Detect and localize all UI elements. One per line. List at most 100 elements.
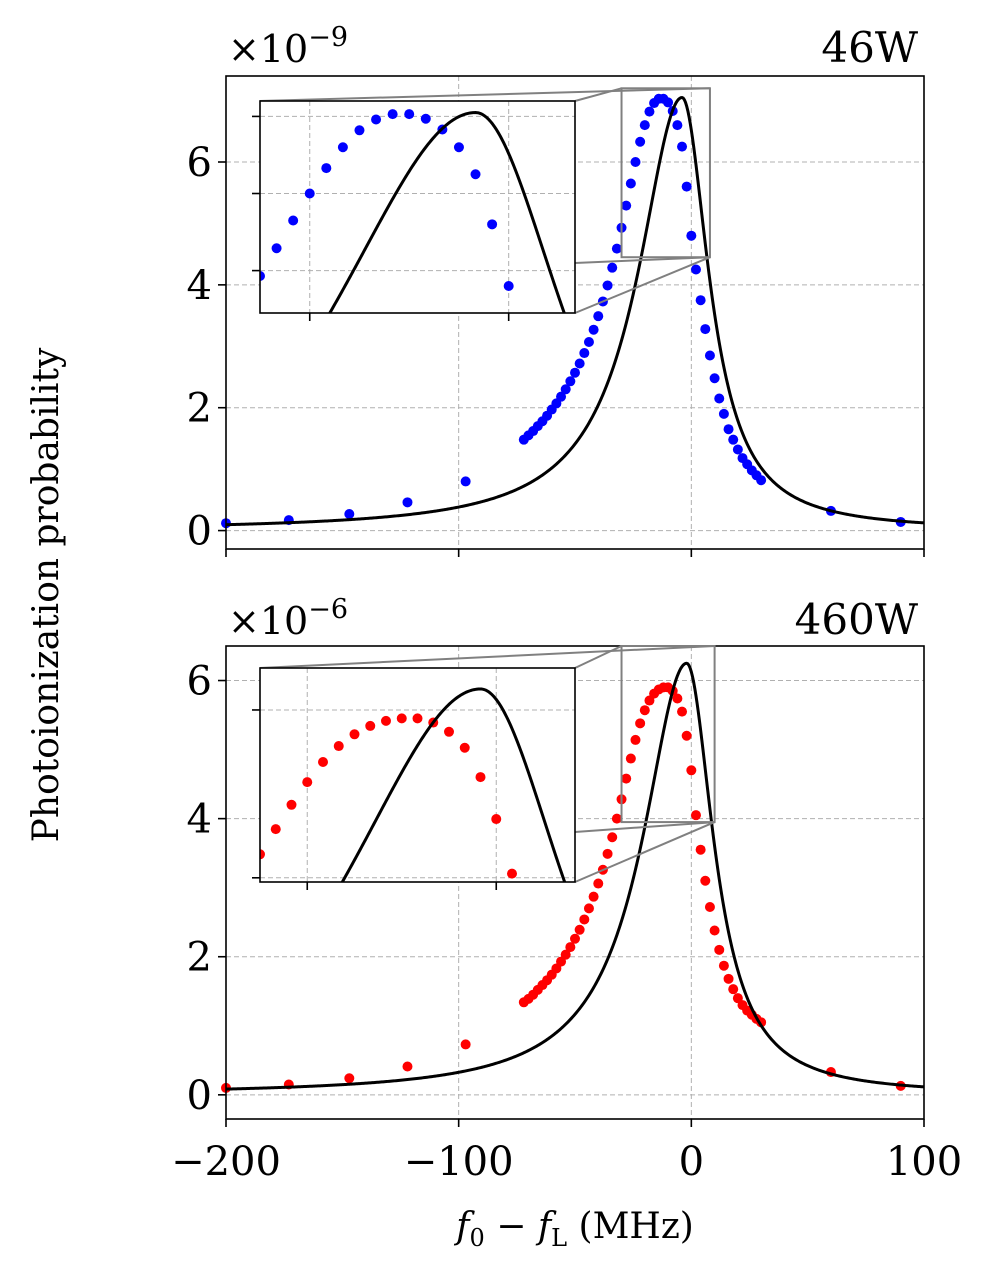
data-point [460, 476, 471, 487]
zoom-connector [574, 87, 622, 102]
inset-plot [260, 668, 575, 882]
panel-title-46w: 46W [821, 23, 918, 72]
data-point [681, 181, 692, 192]
inset-data-point [453, 142, 464, 153]
data-point [714, 393, 725, 404]
data-point [565, 942, 576, 953]
data-point [570, 367, 580, 378]
inset-fit-curve [328, 111, 566, 313]
data-point [560, 949, 571, 960]
inset-data-point [349, 729, 360, 740]
data-point [583, 336, 594, 347]
inset-data-point [304, 188, 315, 199]
inset-data-point [260, 270, 265, 281]
y-tick-label: 0 [187, 509, 212, 555]
inset-frame [259, 100, 576, 314]
data-point [704, 350, 715, 361]
inset-data-point [288, 215, 299, 226]
fit-curve [225, 661, 925, 1091]
data-point [565, 376, 576, 387]
data-point [635, 718, 646, 729]
data-point [695, 295, 706, 306]
zoom-connector [259, 87, 710, 102]
data-point [690, 810, 701, 821]
inset-data-point [371, 114, 382, 125]
inset-data-point [381, 715, 391, 726]
data-point [718, 408, 729, 419]
inset-data-point [337, 142, 348, 153]
data-point [602, 848, 613, 859]
inset-frame [259, 667, 576, 883]
inset-background [260, 668, 575, 882]
x-axis-title: f0 − fL (MHz) [453, 1206, 694, 1252]
data-point [700, 875, 711, 886]
inset-data-point [286, 799, 297, 810]
zoom-region [620, 645, 716, 824]
data-point [607, 832, 618, 843]
y-tick-label: 2 [187, 386, 212, 432]
data-point [709, 925, 720, 936]
inset-data-point [459, 742, 470, 753]
exponent-power: −6 [308, 594, 348, 625]
data-point [756, 475, 767, 486]
exponent-label-460w: ×10−6 [228, 594, 348, 643]
zoom-connector [259, 645, 715, 669]
exponent-base: ×10 [228, 27, 308, 71]
inset-data-point [507, 868, 517, 879]
data-point [714, 944, 725, 955]
data-point [560, 384, 571, 395]
inset-data-point [270, 824, 281, 835]
data-point [570, 933, 580, 944]
data-point [690, 264, 701, 275]
data-point [593, 878, 604, 889]
inset-data-point [470, 169, 481, 180]
data-point [402, 497, 413, 508]
inset-data-point [520, 323, 530, 333]
data-point [460, 1039, 471, 1050]
data-point [630, 734, 641, 745]
data-point [611, 813, 622, 824]
inset-fit-curve [340, 687, 567, 882]
zoom-connector [574, 821, 715, 833]
inset-data-point [404, 109, 415, 120]
data-point [723, 424, 734, 435]
exponent-label-46w: ×10−9 [228, 22, 348, 71]
inset-data-point [487, 219, 498, 230]
inset-data-point [260, 849, 265, 860]
inset-data-point [396, 713, 407, 724]
data-point [625, 753, 636, 764]
inset-data-point [333, 741, 344, 752]
y-tick-label: 6 [187, 659, 212, 705]
data-point [718, 960, 729, 971]
data-point [728, 984, 739, 995]
zoom-region [620, 87, 711, 259]
zoom-connector [574, 821, 715, 883]
inset-data-point [302, 777, 313, 788]
data-point [704, 902, 715, 913]
inset-data-point [321, 163, 332, 174]
data-point [663, 97, 674, 108]
inset-data-point [491, 814, 502, 825]
data-point [588, 891, 599, 902]
data-point [621, 200, 632, 211]
x-axis-title-subL: L [551, 1224, 567, 1252]
inset-data-point [354, 125, 365, 136]
data-point [588, 324, 599, 335]
axes-frame [225, 645, 925, 1120]
exponent-power: −9 [308, 22, 348, 53]
data-point [672, 693, 683, 704]
inset-data-point [444, 726, 454, 737]
data-point [579, 348, 590, 359]
data-point [686, 765, 697, 776]
inset-data-point [365, 720, 376, 731]
x-axis-title-unit: (MHz) [567, 1206, 694, 1247]
panel-46w: 46W ×10−9 0 2 4 6 [187, 22, 925, 557]
y-tick-label: 4 [187, 263, 212, 309]
x-axis-title-sub0: 0 [469, 1224, 484, 1252]
inset-data-point [412, 713, 423, 724]
axes-frame [225, 75, 925, 550]
y-tick-label: 0 [187, 1073, 212, 1119]
data-point [695, 844, 706, 855]
data-point [625, 178, 636, 189]
data-point [686, 230, 697, 241]
